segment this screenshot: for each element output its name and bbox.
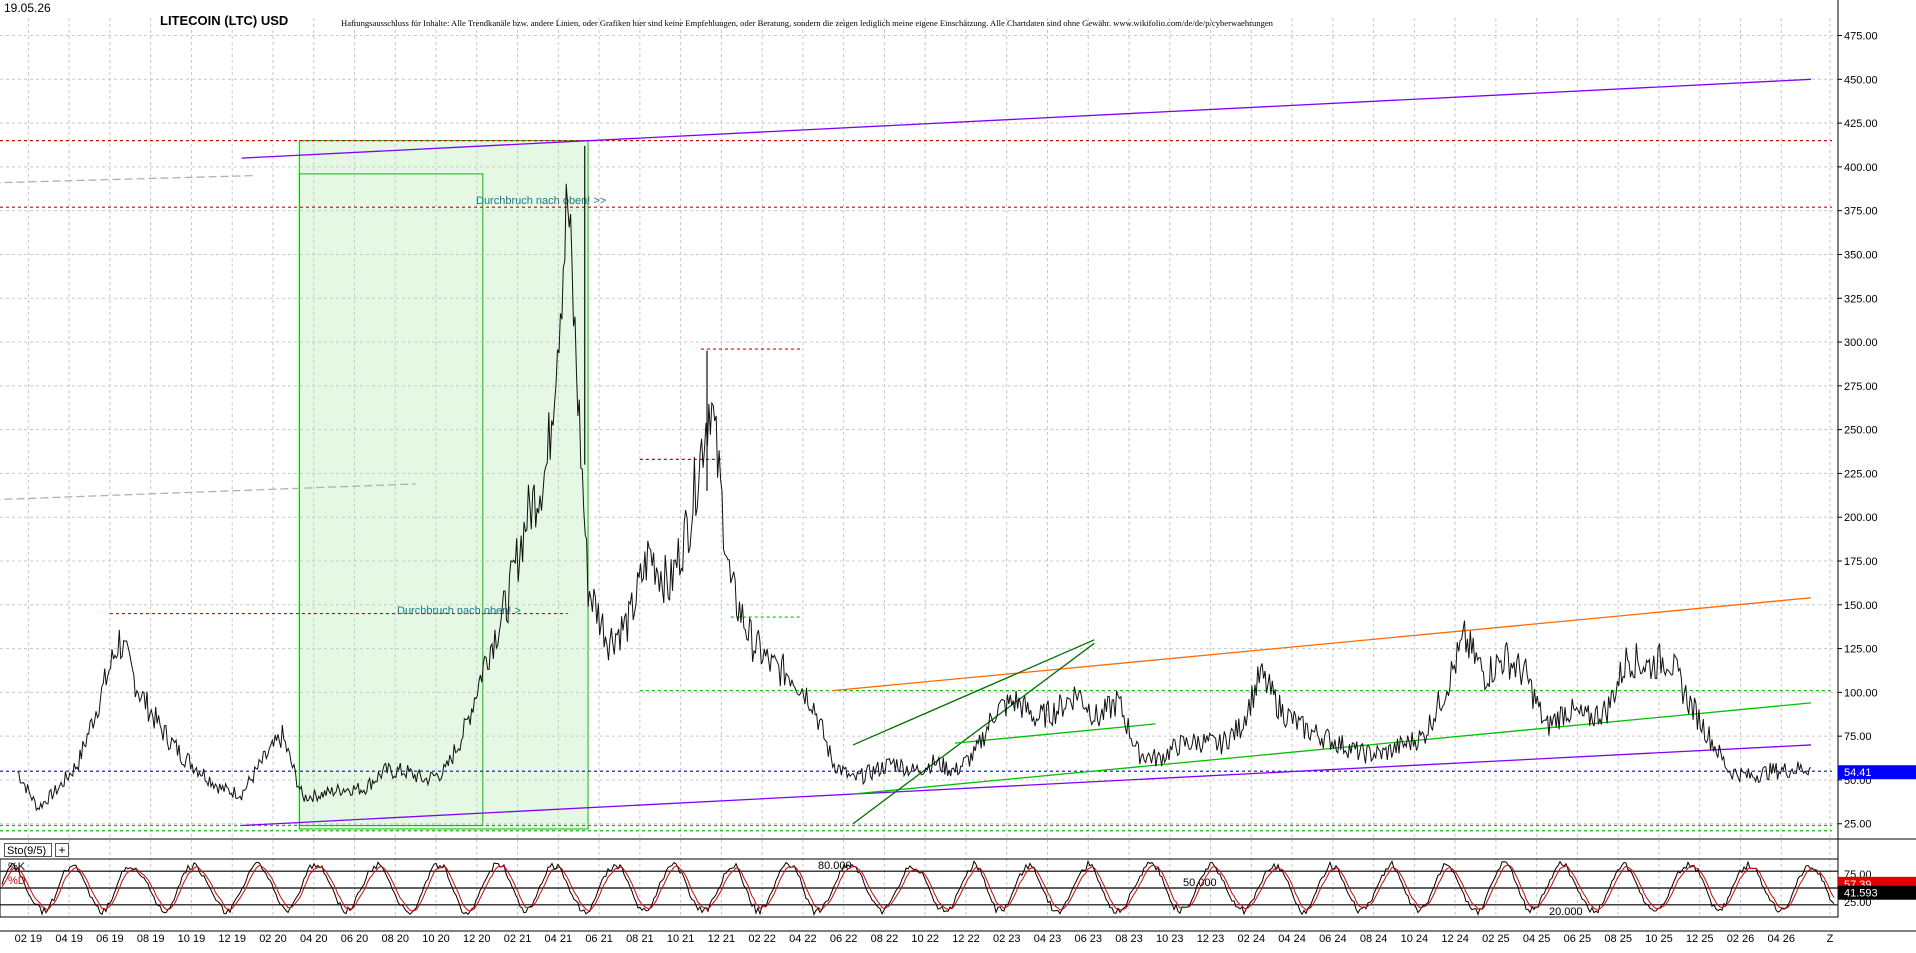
x-tick-label: 02 25 <box>1482 933 1510 945</box>
price-badge-value: 54.41 <box>1844 767 1872 779</box>
x-tick-label: 04 25 <box>1523 933 1551 945</box>
x-tick-label: 02 19 <box>15 933 43 945</box>
trend-line <box>852 642 1095 825</box>
x-tick-label: 10 21 <box>667 933 695 945</box>
y-tick-label: 100.00 <box>1844 687 1878 699</box>
x-tick-label: 02 20 <box>259 933 287 945</box>
stochastic-d-label: %D <box>8 875 26 887</box>
x-tick-label: 02 21 <box>504 933 532 945</box>
x-tick-label: 02 23 <box>993 933 1021 945</box>
trend-line <box>241 744 1812 827</box>
stochastic-d-value: 41.593 <box>1844 888 1878 900</box>
y-tick-label: 350.00 <box>1844 249 1878 261</box>
y-tick-label: 125.00 <box>1844 644 1878 656</box>
x-tick-label: 10 22 <box>911 933 939 945</box>
x-tick-label: 08 23 <box>1115 933 1143 945</box>
stochastic-indicator-label[interactable]: Sto(9/5) <box>4 843 52 857</box>
price-line <box>17 183 1812 812</box>
x-tick-label: 08 25 <box>1604 933 1632 945</box>
stochastic-axis-label: 25.00 <box>1844 897 1872 909</box>
stochastic-k-line <box>1 859 1835 917</box>
x-tick-label: 08 22 <box>871 933 899 945</box>
trend-line <box>241 78 1812 159</box>
x-tick-label: 12 20 <box>463 933 491 945</box>
y-tick-label: 475.00 <box>1844 31 1878 43</box>
stochastic-d-badge <box>1838 885 1916 900</box>
x-tick-label: 06 21 <box>585 933 613 945</box>
annotation-breakout-high: Durchbruch nach oben! >> <box>476 195 606 207</box>
y-tick-label: 425.00 <box>1844 118 1878 130</box>
x-tick-label: 04 19 <box>55 933 83 945</box>
highlight-zone <box>298 140 589 830</box>
disclaimer-text: Haftungsausschluss für Inhalte: Alle Tre… <box>341 18 1273 28</box>
y-tick-label: 225.00 <box>1844 468 1878 480</box>
trend-line <box>832 597 1812 692</box>
x-tick-label: 12 22 <box>952 933 980 945</box>
x-tick-label: 08 21 <box>626 933 654 945</box>
x-tick-label: 06 24 <box>1319 933 1347 945</box>
x-tick-label: 04 20 <box>300 933 328 945</box>
y-tick-label: 375.00 <box>1844 206 1878 218</box>
y-tick-label: 325.00 <box>1844 293 1878 305</box>
y-tick-label: 25.00 <box>1844 819 1872 831</box>
stochastic-level-high-label: 80.000 <box>818 860 852 872</box>
stochastic-level-mid-label: 50.000 <box>1183 877 1217 889</box>
x-tick-label: 04 26 <box>1767 933 1795 945</box>
x-tick-label: 12 21 <box>708 933 736 945</box>
annotation-breakout-mid: Durchbruch nach oben! > <box>397 605 521 617</box>
x-tick-label: 10 23 <box>1156 933 1184 945</box>
x-tick-label: 06 25 <box>1564 933 1592 945</box>
y-tick-label: 300.00 <box>1844 337 1878 349</box>
x-tick-label: Z <box>1827 933 1834 945</box>
x-tick-label: 06 19 <box>96 933 124 945</box>
x-tick-label: 10 25 <box>1645 933 1673 945</box>
trend-line <box>852 702 1812 795</box>
x-tick-label: 06 22 <box>830 933 858 945</box>
x-tick-label: 12 24 <box>1441 933 1469 945</box>
x-tick-label: 12 23 <box>1197 933 1225 945</box>
chart-title: LITECOIN (LTC) USD <box>160 13 289 28</box>
y-tick-label: 275.00 <box>1844 381 1878 393</box>
x-tick-label: 06 23 <box>1074 933 1102 945</box>
x-tick-label: 02 24 <box>1238 933 1266 945</box>
trend-line <box>852 639 1095 746</box>
x-tick-label: 12 19 <box>218 933 246 945</box>
y-tick-label: 450.00 <box>1844 74 1878 86</box>
stochastic-k-label: %K <box>8 861 26 873</box>
y-tick-label: 400.00 <box>1844 162 1878 174</box>
trend-line <box>0 483 416 501</box>
y-tick-label: 75.00 <box>1844 731 1872 743</box>
stochastic-d-line <box>1 864 1835 912</box>
x-tick-label: 08 24 <box>1360 933 1388 945</box>
stochastic-level-low-label: 20.000 <box>1549 906 1583 918</box>
x-tick-label: 04 21 <box>545 933 573 945</box>
add-indicator-button[interactable]: + <box>55 843 69 857</box>
x-tick-label: 10 20 <box>422 933 450 945</box>
x-tick-label: 06 20 <box>341 933 369 945</box>
x-tick-label: 10 24 <box>1401 933 1429 945</box>
x-tick-label: 02 22 <box>748 933 776 945</box>
y-tick-label: 250.00 <box>1844 425 1878 437</box>
x-tick-label: 08 20 <box>381 933 409 945</box>
x-tick-label: 04 22 <box>789 933 817 945</box>
y-tick-label: 175.00 <box>1844 556 1878 568</box>
x-tick-label: 04 23 <box>1034 933 1062 945</box>
chart-date: 19.05.26 <box>4 1 51 15</box>
trend-line <box>954 723 1156 744</box>
x-tick-label: 02 26 <box>1727 933 1755 945</box>
y-tick-label: 200.00 <box>1844 512 1878 524</box>
x-tick-label: 04 24 <box>1278 933 1306 945</box>
x-tick-label: 10 19 <box>178 933 206 945</box>
x-tick-label: 12 25 <box>1686 933 1714 945</box>
price-badge <box>1838 765 1916 780</box>
x-tick-label: 08 19 <box>137 933 165 945</box>
y-tick-label: 150.00 <box>1844 600 1878 612</box>
